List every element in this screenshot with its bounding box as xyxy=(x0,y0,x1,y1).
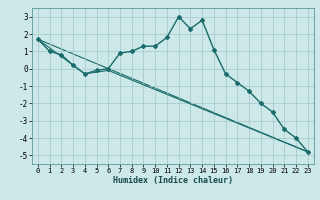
X-axis label: Humidex (Indice chaleur): Humidex (Indice chaleur) xyxy=(113,176,233,185)
